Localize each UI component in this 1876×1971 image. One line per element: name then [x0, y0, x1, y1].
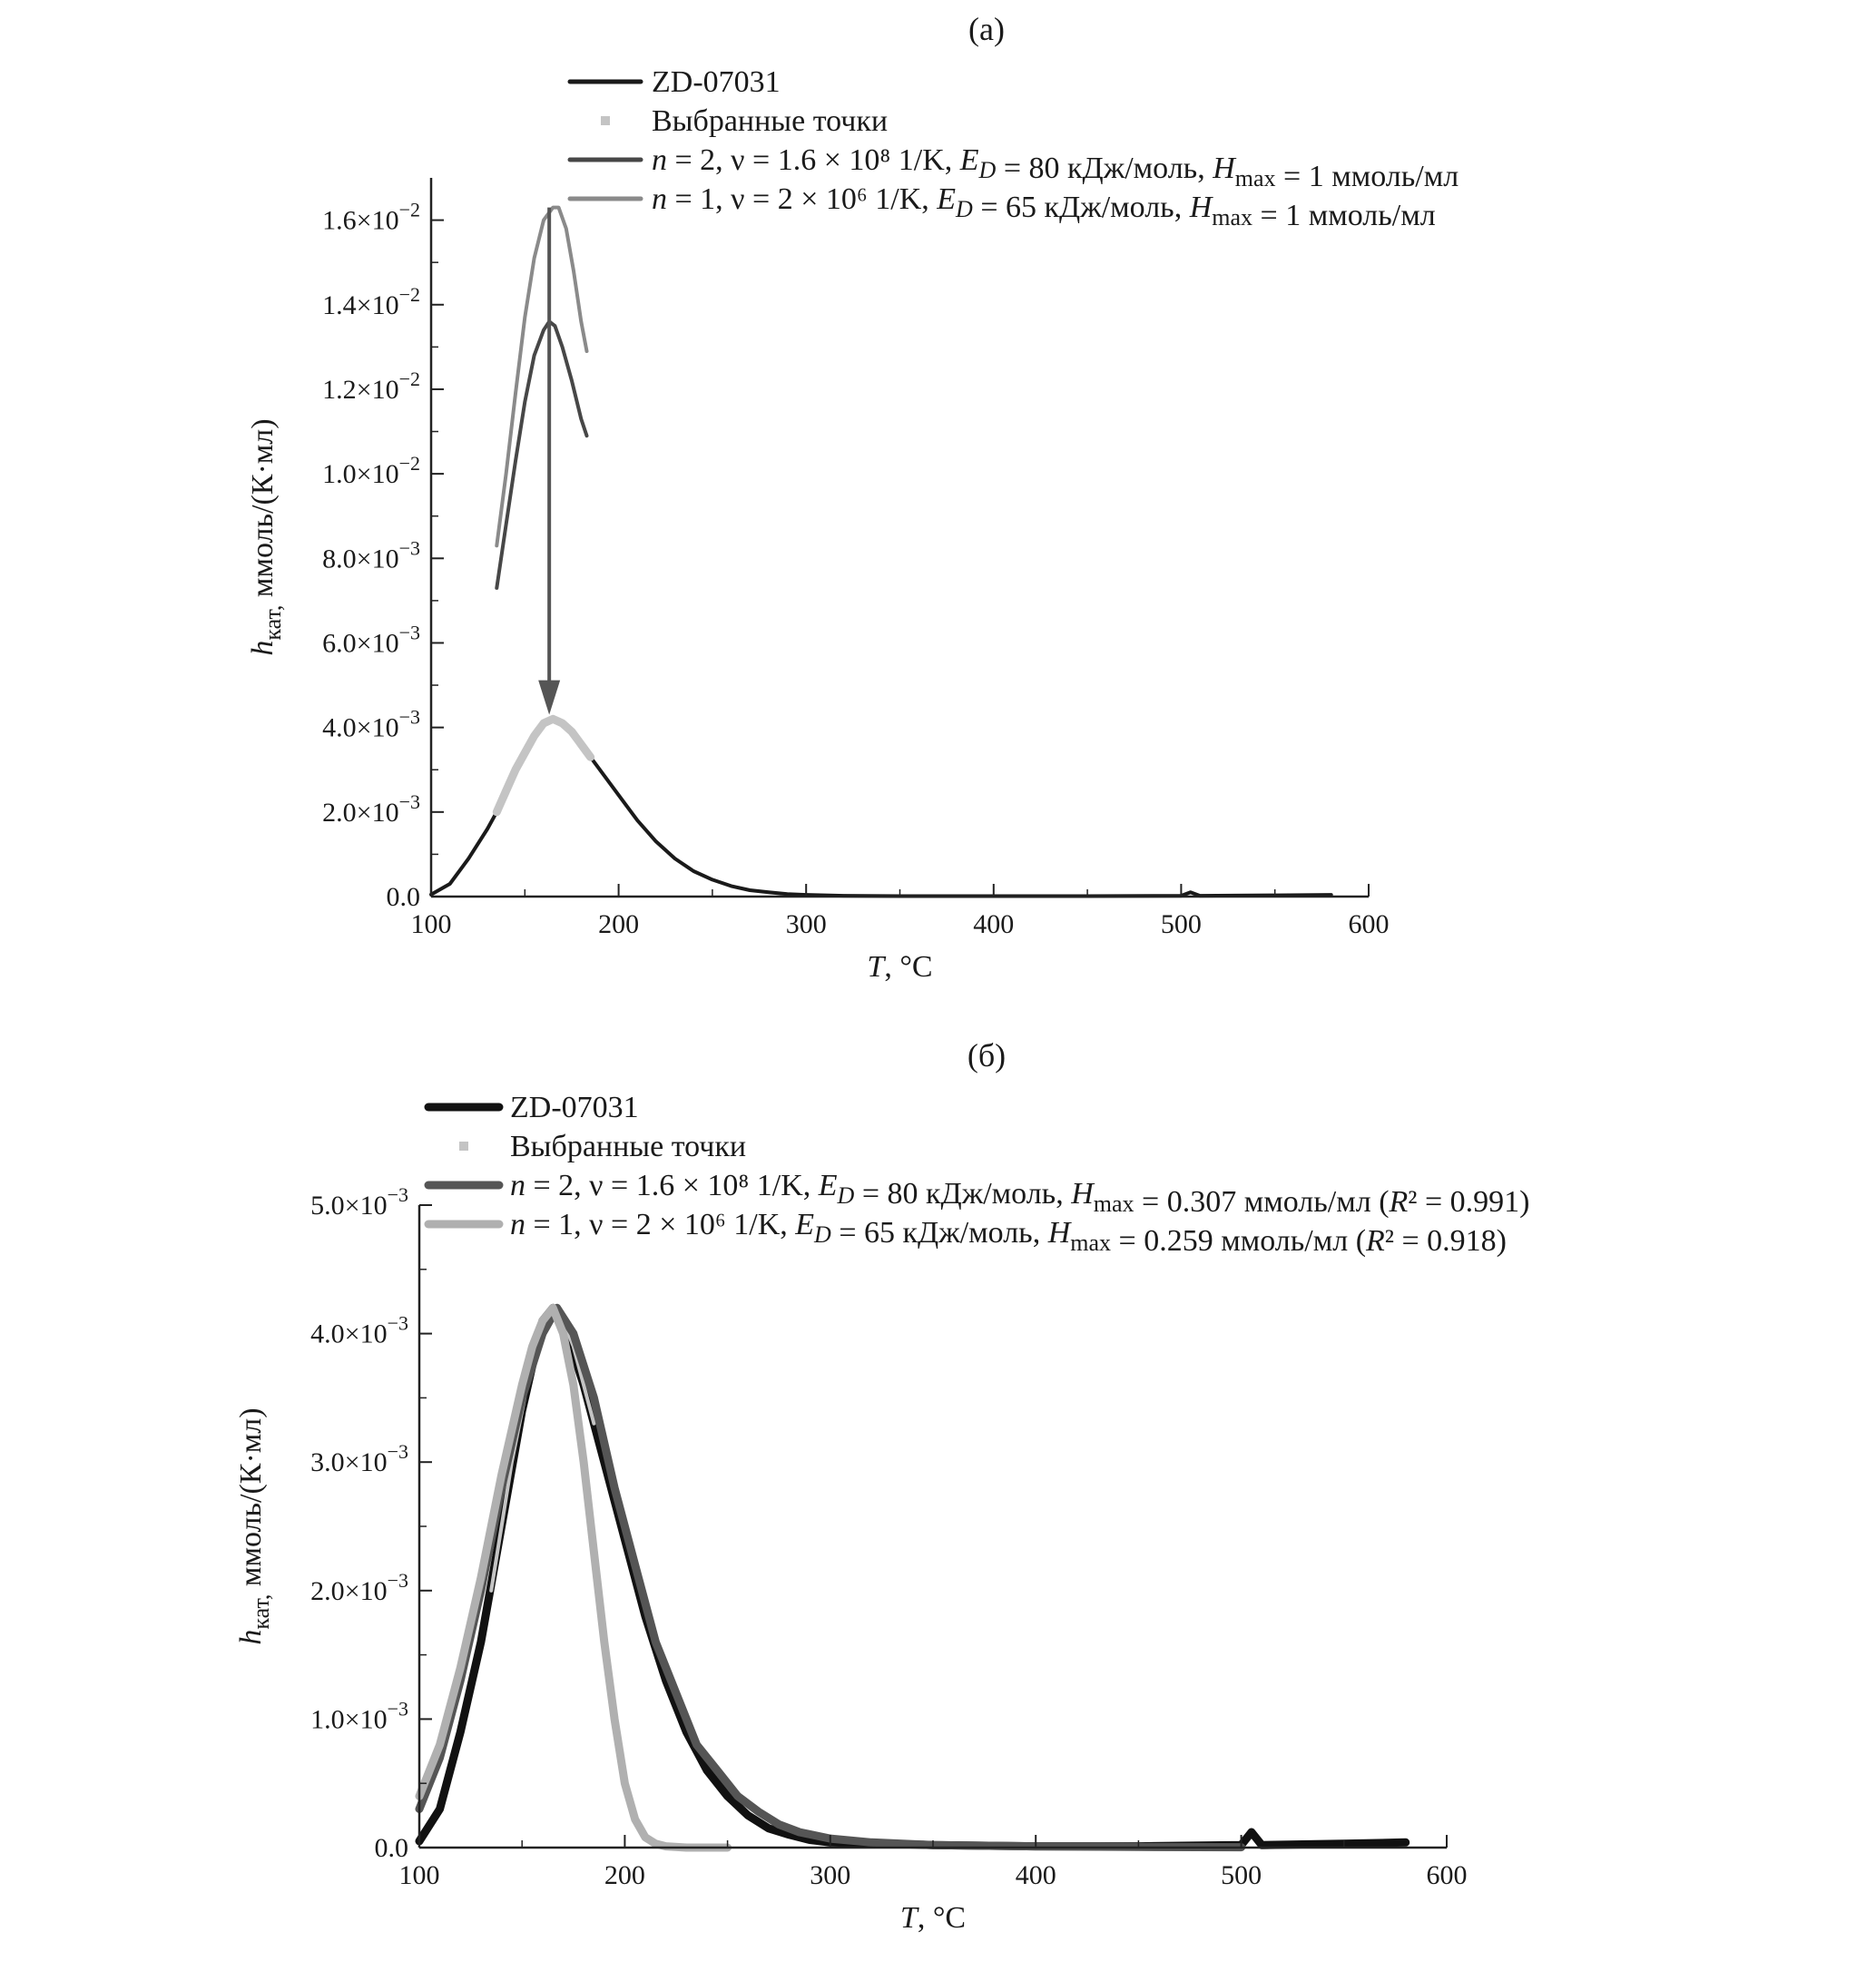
x-tick-label: 400: [973, 909, 1014, 939]
legend-label-3: n = 2, ν = 1.6 × 10⁸ 1/K, ED = 80 кДж/мо…: [652, 143, 1459, 193]
panel-b-legend: ZD-07031 Выбранные точки n = 2, ν = 1.6 × …: [424, 1091, 1530, 1258]
legend-label-2: Выбранные точки: [510, 1130, 746, 1163]
panel-a-label: (а): [968, 11, 1005, 47]
legend-label-1: ZD-07031: [510, 1091, 639, 1124]
y-tick-label: 2.0×10−3: [322, 790, 420, 828]
y-tick-label: 3.0×10−3: [310, 1440, 408, 1477]
legend-label-4: n = 1, ν = 2 × 10⁶ 1/K, ED = 65 кДж/моль…: [652, 182, 1436, 232]
panel-a-annotations: [538, 207, 561, 715]
x-tick-label: 200: [604, 1860, 645, 1890]
panel-a: (а) ZD-07031 Выбранные точки n = 2, ν = 1.…: [246, 11, 1459, 984]
legend-label-3: n = 2, ν = 1.6 × 10⁸ 1/K, ED = 80 кДж/мо…: [510, 1169, 1530, 1219]
x-tick-label: 500: [1221, 1860, 1262, 1890]
panel-b-axes: 100 200 300 400 500 600 0.0 1.0×10−3 2.0×10−3 3.0…: [310, 1183, 1467, 1890]
y-tick-label: 0.0: [375, 1833, 409, 1863]
x-tick-label: 300: [810, 1860, 850, 1890]
y-tick-label: 1.0×10−3: [310, 1697, 408, 1734]
x-tick-label: 600: [1349, 909, 1390, 939]
y-tick-label: 5.0×10−3: [310, 1183, 408, 1221]
y-tick-label: 4.0×10−3: [310, 1312, 408, 1349]
series-line-2: [492, 714, 595, 817]
y-tick-label: 4.0×10−3: [322, 706, 420, 743]
x-tick-label: 300: [786, 909, 827, 939]
x-tick-label: 200: [598, 909, 639, 939]
panel-a-x-axis-label: T, °C: [867, 950, 932, 984]
series-line-3: [495, 319, 589, 590]
panel-a-series: [429, 205, 1333, 898]
y-tick-label: 1.2×10−2: [322, 368, 420, 405]
x-tick-label: 500: [1161, 909, 1202, 939]
legend-label-1: ZD-07031: [652, 65, 781, 99]
legend-marker-2: [459, 1142, 468, 1151]
y-tick-label: 0.0: [387, 882, 421, 912]
panel-a-axes: 100 200 300 400 500 600 0.0 2.0×10−3 4.0×10−3 6.0…: [322, 178, 1390, 939]
y-tick-label: 1.6×10−2: [322, 199, 420, 236]
arrow-head: [538, 680, 561, 715]
y-tick-label: 1.4×10−2: [322, 283, 420, 320]
y-tick-label: 1.0×10−2: [322, 452, 420, 489]
y-tick-label: 8.0×10−3: [322, 536, 420, 574]
series-line-1: [415, 1303, 1410, 1851]
legend-marker-2: [601, 116, 610, 125]
legend-label-4: n = 1, ν = 2 × 10⁶ 1/K, ED = 65 кДж/моль…: [510, 1208, 1507, 1258]
y-tick-label: 2.0×10−3: [310, 1569, 408, 1606]
x-tick-label: 400: [1016, 1860, 1056, 1890]
panel-a-legend: ZD-07031 Выбранные точки n = 2, ν = 1.6 × …: [567, 65, 1459, 232]
panel-b-y-axis-label: hкат, ммоль/(К·мл): [234, 1407, 274, 1644]
x-tick-label: 100: [399, 1860, 440, 1890]
series-line-1: [429, 717, 1333, 898]
panel-b-label: (б): [967, 1037, 1006, 1074]
legend-label-2: Выбранные точки: [652, 104, 888, 138]
series-line-3: [415, 1303, 1246, 1852]
panel-b-x-axis-label: T, °C: [900, 1901, 966, 1935]
panel-b-series: [415, 1303, 1410, 1852]
series-line-4: [415, 1303, 732, 1852]
panel-a-y-axis-label: hкат, ммоль/(К·мл): [246, 418, 286, 655]
x-tick-label: 100: [411, 909, 452, 939]
panel-b: (б) ZD-07031 Выбранные точки n = 2, ν = 1.…: [234, 1037, 1530, 1935]
y-tick-label: 6.0×10−3: [322, 621, 420, 658]
x-tick-label: 600: [1427, 1860, 1468, 1890]
